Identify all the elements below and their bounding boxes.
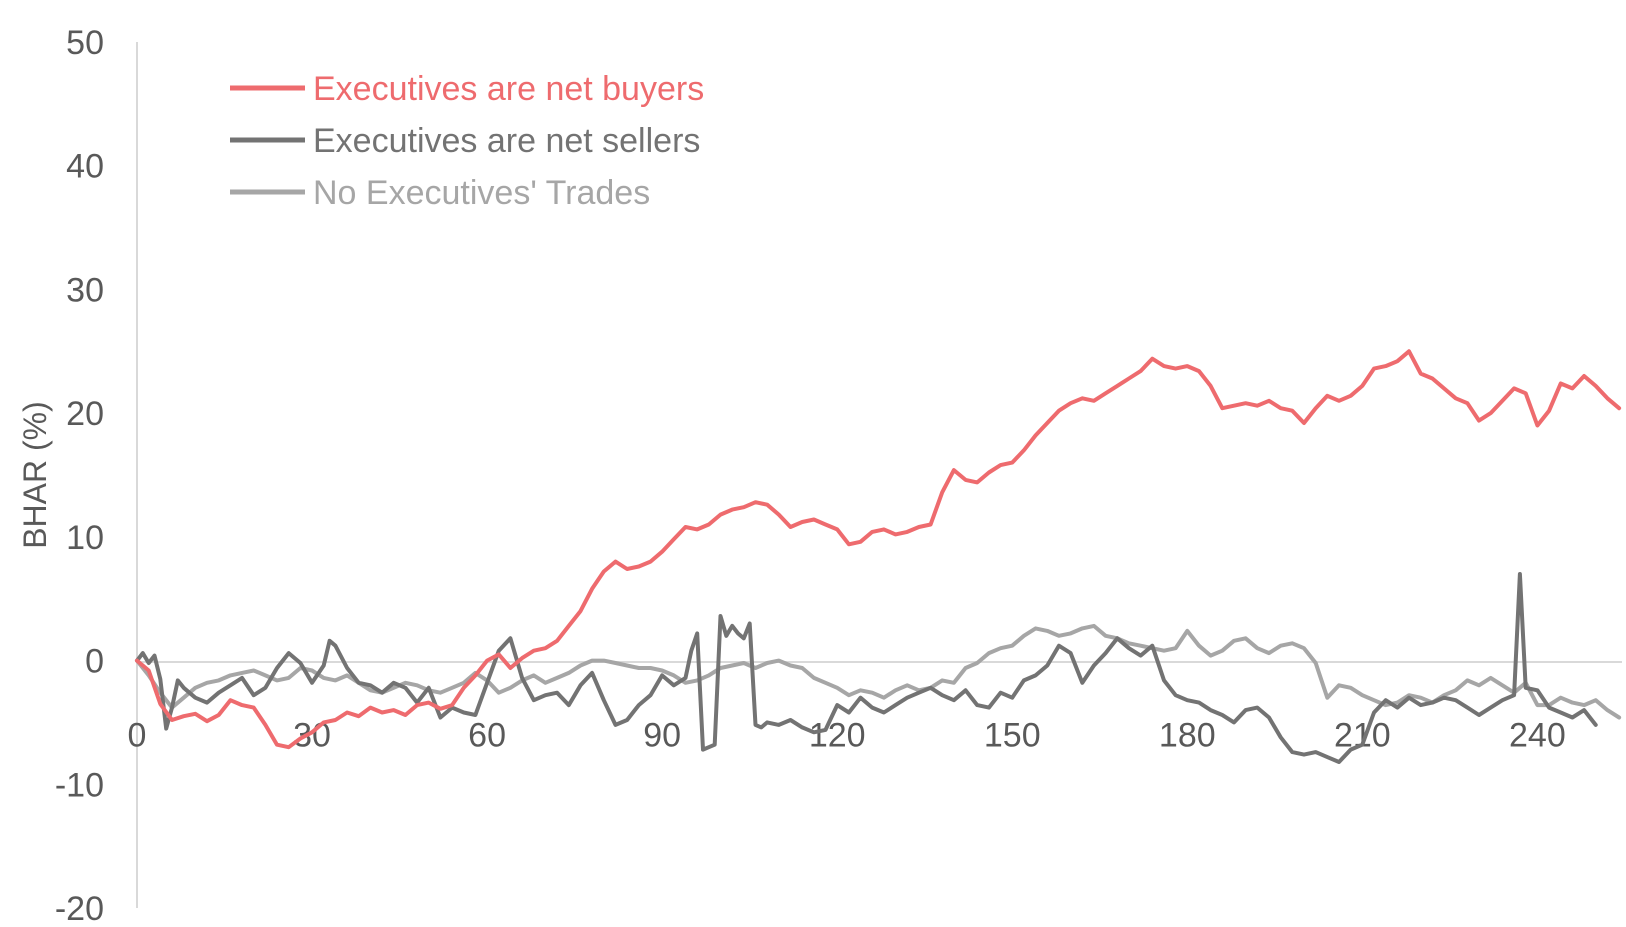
legend-label-1: Executives are net sellers: [313, 122, 700, 160]
x-tick-label: 240: [1509, 717, 1566, 755]
series-line-0: [135, 349, 1622, 750]
y-tick-label: 10: [66, 519, 104, 557]
y-tick-label: 50: [66, 24, 104, 62]
series-layer: [135, 349, 1622, 764]
y-tick-label: 30: [66, 271, 104, 309]
x-tick-labels: 0 30 60 90 120 150 180 210 240: [128, 717, 1566, 755]
y-tick-labels: -20 -10 0 10 20 30 40 50: [55, 24, 104, 927]
x-tick-label: 120: [809, 717, 866, 755]
x-tick-label: 0: [128, 717, 147, 755]
x-tick-label: 60: [468, 717, 506, 755]
x-tick-label: 210: [1334, 717, 1391, 755]
series-line-1: [135, 572, 1598, 764]
legend: Executives are net buyers Executives are …: [230, 70, 704, 212]
x-tick-label: 90: [643, 717, 681, 755]
y-tick-label: 40: [66, 148, 104, 186]
x-tick-label: 150: [984, 717, 1041, 755]
axes-layer: [136, 42, 1622, 908]
y-tick-label: -10: [55, 766, 104, 804]
series-line-2: [135, 623, 1622, 720]
y-tick-label: 20: [66, 395, 104, 433]
legend-label-2: No Executives' Trades: [313, 174, 650, 212]
y-axis-title: BHAR (%): [17, 401, 53, 549]
y-tick-label: -20: [55, 890, 104, 927]
y-tick-label: 0: [85, 643, 104, 681]
x-tick-label: 180: [1159, 717, 1216, 755]
legend-label-0: Executives are net buyers: [313, 70, 704, 108]
